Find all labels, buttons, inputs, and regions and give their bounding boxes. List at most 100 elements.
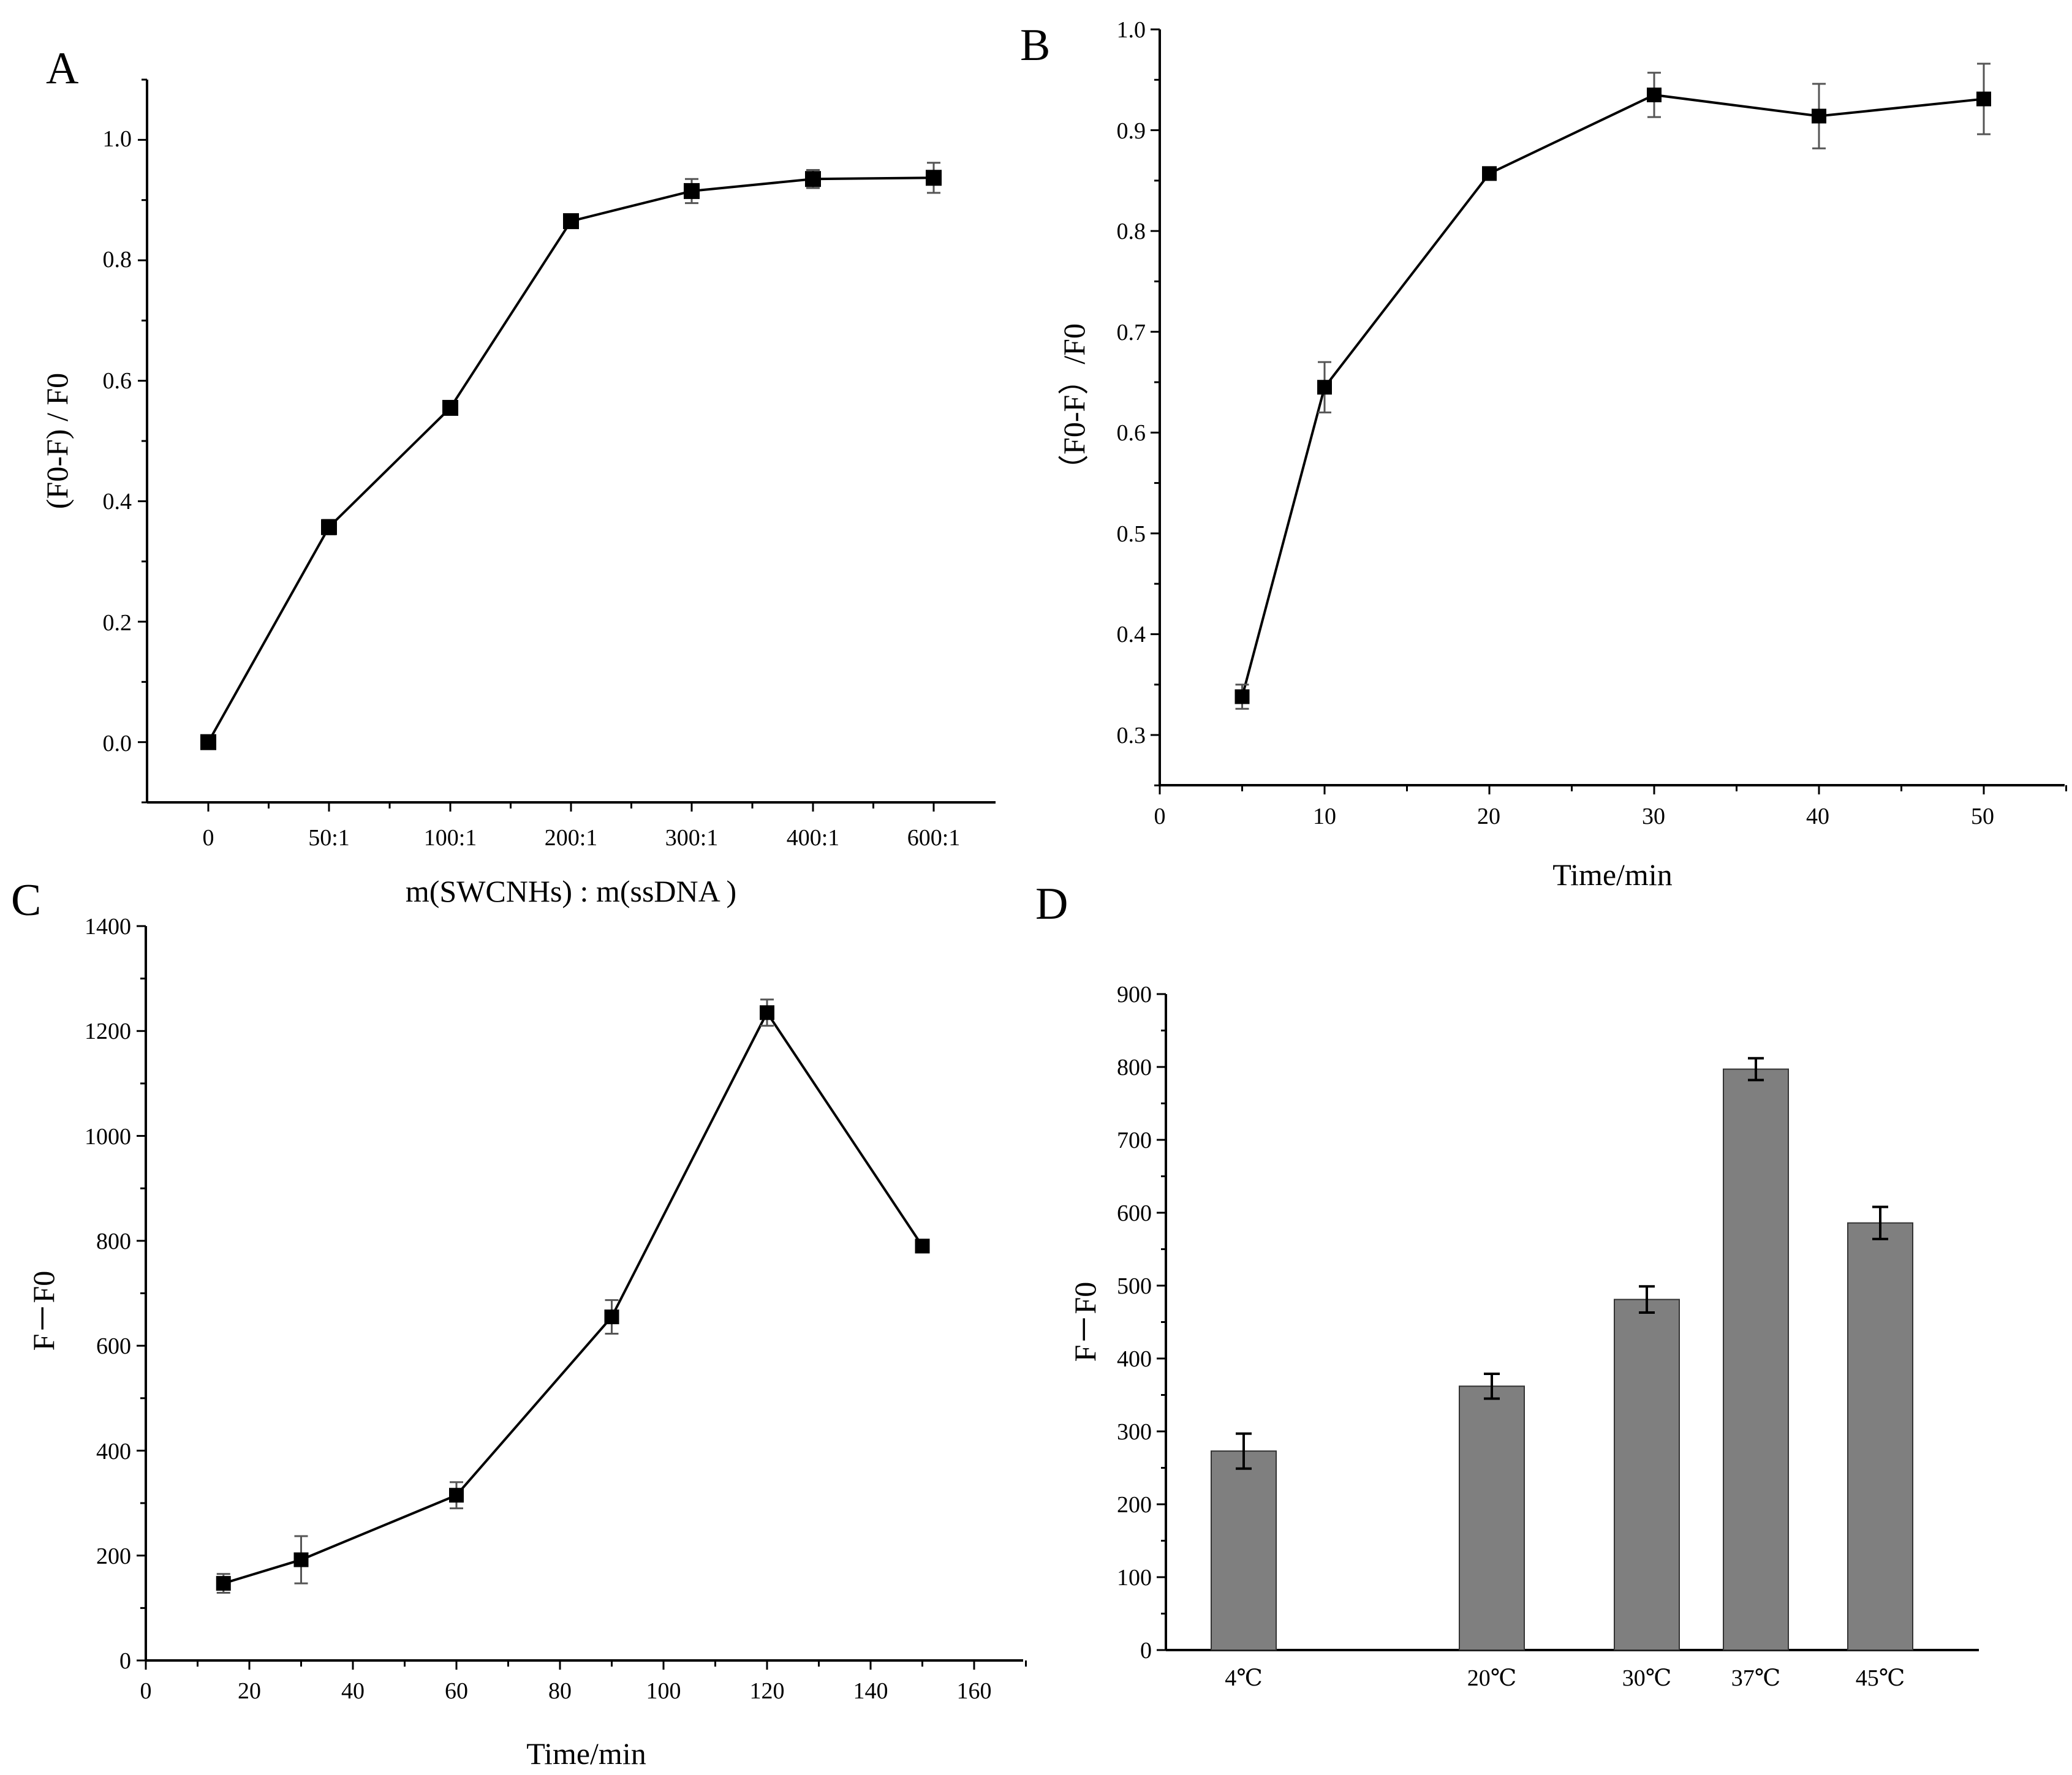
panel-a-ytick-label: 0.6: [103, 368, 132, 394]
panel-c-label: C: [11, 875, 41, 925]
panel-b-series-line: [1241, 93, 1984, 697]
panel-d-ytick-label: 400: [1117, 1346, 1152, 1372]
panel-d-xtick-label: 30℃: [1622, 1665, 1672, 1691]
panel-d-bar: [1723, 1068, 1789, 1651]
panel-a-ytick-label: 0.2: [103, 610, 132, 636]
panel-c-ytick-label: 1200: [85, 1019, 131, 1044]
panel-b-ytick-label: 1.0: [1117, 17, 1146, 43]
panel-c-data-point: [449, 1488, 464, 1503]
panel-b-xtick-label: 50: [1971, 804, 1994, 829]
panel-a-ytick-label: 0.4: [103, 489, 132, 514]
panel-c-series-line: [223, 1010, 924, 1585]
panel-d-ytick-label: 300: [1117, 1419, 1152, 1445]
panel-a-xtick-label: 100:1: [424, 825, 477, 851]
panel-c-xtick-label: 140: [853, 1678, 888, 1704]
panel-d-ytick-label: 500: [1117, 1273, 1152, 1299]
panel-c-ytick-label: 800: [96, 1229, 131, 1254]
panel-a-xtick-label: 400:1: [787, 825, 840, 851]
panel-a-series-line: [207, 176, 934, 743]
panel-a-ytick-label: 1.0: [103, 126, 132, 152]
panel-c-data-point: [604, 1310, 619, 1325]
panel-a-x-title: m(SWCNHs) : m(ssDNA ): [406, 874, 736, 908]
panel-b-ytick-label: 0.8: [1117, 219, 1146, 244]
panel-a-data-point: [200, 734, 216, 750]
panel-b: B 0 10 20 30 40 50 0.3 0.4 0.5 0.6 0.7 0…: [1020, 17, 2067, 892]
panel-d-xtick-label: 4℃: [1225, 1665, 1263, 1691]
panel-d-ytick-label: 700: [1117, 1128, 1152, 1153]
panel-b-ytick-label: 0.4: [1117, 622, 1146, 647]
panel-a-xtick-label: 300:1: [665, 825, 719, 851]
panel-c-y-title: F－F0: [26, 1271, 61, 1351]
panel-d-ytick-label: 0: [1140, 1638, 1152, 1664]
panel-c-data-point: [915, 1238, 930, 1254]
panel-c-ytick-label: 0: [119, 1648, 131, 1674]
panel-c-data-point: [293, 1552, 309, 1567]
panel-b-ytick-label: 0.6: [1117, 420, 1146, 446]
panel-c: C 0 20 40 60 80 100 120 140 160 0 200 40…: [11, 875, 1027, 1771]
panel-c-ytick-label: 600: [96, 1333, 131, 1359]
panel-c-xtick-label: 100: [646, 1678, 681, 1704]
panel-c-xtick-label: 80: [548, 1678, 572, 1704]
panel-d-ytick-label: 200: [1117, 1492, 1152, 1518]
panel-d-xtick-label: 45℃: [1856, 1665, 1905, 1691]
panel-a-data-point: [321, 519, 337, 535]
panel-c-ytick-label: 1400: [85, 914, 131, 940]
panel-b-xtick-label: 40: [1806, 804, 1829, 829]
panel-c-ytick-label: 400: [96, 1439, 131, 1464]
panel-a-label: A: [46, 43, 78, 94]
panel-d-bar: [1614, 1298, 1680, 1651]
panel-b-xtick-label: 0: [1154, 804, 1166, 829]
panel-d-label: D: [1035, 879, 1068, 929]
panel-d-xtick-label: 37℃: [1731, 1665, 1781, 1691]
panel-a-data-point: [442, 399, 458, 416]
panel-b-xtick-label: 10: [1313, 804, 1336, 829]
panel-b-ytick-label: 0.5: [1117, 521, 1146, 547]
panel-c-xtick-label: 20: [238, 1678, 261, 1704]
panel-b-x-title: Time/min: [1552, 857, 1672, 892]
panel-c-xtick-label: 160: [957, 1678, 992, 1704]
panel-d-ytick-label: 800: [1117, 1055, 1152, 1080]
panel-c-data-point: [760, 1005, 774, 1020]
panel-a-data-point: [805, 171, 821, 187]
panel-b-ytick-label: 0.7: [1117, 320, 1146, 345]
panel-a-xtick-label: 0: [203, 825, 214, 851]
panel-d-ytick-label: 600: [1117, 1200, 1152, 1226]
panel-a: A 0 50:1 100:1 200:1 300:1 400:1 600:1 0…: [40, 43, 996, 908]
panel-c-ytick-label: 1000: [85, 1124, 131, 1150]
panel-c-xtick-label: 60: [445, 1678, 468, 1704]
panel-c-xtick-label: 120: [750, 1678, 785, 1704]
panel-c-x-title: Time/min: [526, 1736, 646, 1771]
panel-a-y-title: (F0-F) / F0: [40, 373, 74, 509]
panel-b-data-point: [1976, 91, 1991, 107]
panel-b-data-point: [1647, 87, 1662, 102]
panel-d-bar: [1847, 1222, 1913, 1651]
panel-d-bar: [1211, 1450, 1277, 1651]
panel-c-data-point: [216, 1576, 231, 1591]
panel-a-xtick-label: 50:1: [308, 825, 350, 851]
panel-d-y-title: F－F0: [1068, 1282, 1102, 1362]
panel-c-xtick-label: 0: [140, 1678, 152, 1704]
panel-a-data-point: [563, 213, 579, 230]
panel-b-ytick-label: 0.9: [1117, 118, 1146, 144]
panel-a-xtick-label: 600:1: [907, 825, 961, 851]
panel-a-ytick-label: 0.8: [103, 247, 132, 273]
panel-d-xtick-label: 20℃: [1467, 1665, 1517, 1691]
panel-b-label: B: [1020, 20, 1050, 70]
panel-b-data-point: [1812, 108, 1826, 124]
panel-d-bar: [1459, 1385, 1525, 1651]
panel-d: D 4℃ 20℃ 30℃ 37℃ 45℃ 0 100 200 300 400 5…: [1035, 879, 1979, 1691]
panel-a-ytick-label: 0.0: [103, 731, 132, 756]
panel-b-xtick-label: 30: [1642, 804, 1665, 829]
panel-b-data-point: [1317, 380, 1332, 395]
panel-d-ytick-label: 100: [1117, 1565, 1152, 1591]
panel-b-xtick-label: 20: [1477, 804, 1500, 829]
panel-b-ytick-label: 0.3: [1117, 723, 1146, 748]
panel-c-ytick-label: 200: [96, 1543, 131, 1569]
panel-b-data-point: [1482, 166, 1497, 181]
panel-c-xtick-label: 40: [341, 1678, 365, 1704]
panel-b-y-title: （F0-F）/F0: [1057, 323, 1091, 485]
panel-a-data-point: [926, 170, 942, 186]
panel-a-xtick-label: 200:1: [545, 825, 598, 851]
panel-b-data-point: [1235, 689, 1250, 704]
